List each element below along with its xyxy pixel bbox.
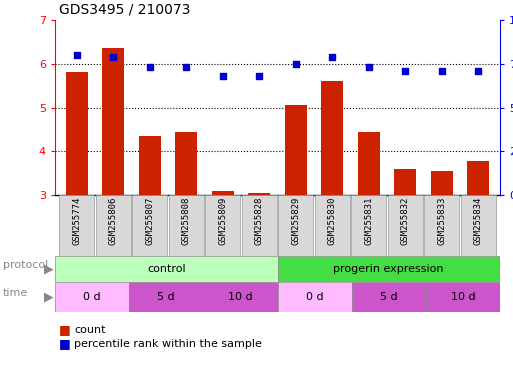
Text: 10 d: 10 d [450,292,475,302]
Bar [248,193,270,195]
Text: GSM255807: GSM255807 [145,197,154,245]
Text: GSM255831: GSM255831 [364,197,373,245]
Point [291,61,300,67]
FancyBboxPatch shape [205,195,240,256]
Text: GSM255829: GSM255829 [291,197,300,245]
Bar [103,48,124,195]
Text: ▶: ▶ [44,291,53,303]
FancyBboxPatch shape [242,195,277,256]
Point [146,64,154,70]
Text: control: control [147,264,186,274]
Bar [212,190,234,195]
Bar [467,161,489,195]
Text: count: count [74,325,106,335]
Bar [285,105,307,195]
Text: 10 d: 10 d [228,292,253,302]
Text: GSM255809: GSM255809 [219,197,227,245]
FancyBboxPatch shape [314,195,350,256]
FancyBboxPatch shape [461,195,496,256]
FancyBboxPatch shape [388,195,423,256]
Text: 0 d: 0 d [306,292,323,302]
Point [109,54,117,60]
FancyBboxPatch shape [278,282,352,312]
Bar [66,72,88,195]
Bar [358,132,380,195]
Text: ■: ■ [59,338,71,351]
Text: GSM255774: GSM255774 [72,197,82,245]
Point [219,73,227,79]
FancyBboxPatch shape [352,282,426,312]
Bar [394,169,416,195]
Text: time: time [3,288,28,298]
FancyBboxPatch shape [278,256,500,282]
Point [73,52,81,58]
Point [438,68,446,74]
Bar [139,136,161,195]
Text: progerin expression: progerin expression [333,264,444,274]
FancyBboxPatch shape [60,195,94,256]
Text: GSM255830: GSM255830 [328,197,337,245]
FancyBboxPatch shape [96,195,131,256]
Text: GSM255808: GSM255808 [182,197,191,245]
Text: GSM255832: GSM255832 [401,197,410,245]
Text: ■: ■ [59,323,71,336]
Text: GSM255833: GSM255833 [437,197,446,245]
Text: GSM255828: GSM255828 [255,197,264,245]
Bar [321,81,343,195]
FancyBboxPatch shape [424,195,459,256]
Point [255,73,263,79]
FancyBboxPatch shape [129,282,203,312]
Point [474,68,482,74]
FancyBboxPatch shape [426,282,500,312]
Text: ▶: ▶ [44,263,53,275]
Text: 0 d: 0 d [83,292,101,302]
Text: percentile rank within the sample: percentile rank within the sample [74,339,262,349]
Point [365,64,373,70]
Text: GDS3495 / 210073: GDS3495 / 210073 [59,3,190,17]
Bar [431,171,452,195]
FancyBboxPatch shape [169,195,204,256]
Text: 5 d: 5 d [380,292,398,302]
FancyBboxPatch shape [351,195,386,256]
Text: protocol: protocol [3,260,48,270]
Point [401,68,409,74]
FancyBboxPatch shape [278,195,313,256]
Text: GSM255806: GSM255806 [109,197,118,245]
Bar [175,132,198,195]
Point [328,54,337,60]
Point [182,64,190,70]
FancyBboxPatch shape [203,282,278,312]
FancyBboxPatch shape [55,282,129,312]
Text: GSM255834: GSM255834 [473,197,483,245]
Text: 5 d: 5 d [157,292,175,302]
FancyBboxPatch shape [55,256,278,282]
FancyBboxPatch shape [132,195,167,256]
